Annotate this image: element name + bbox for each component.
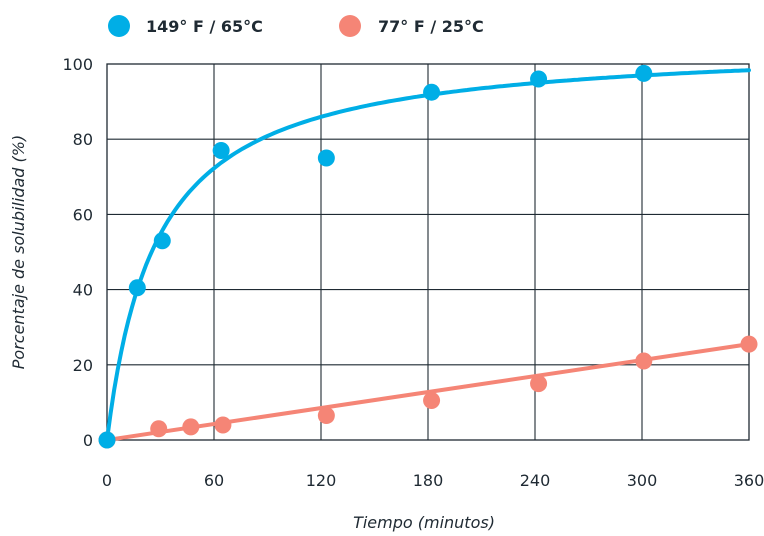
y-tick-label: 100 [62,55,93,74]
x-tick-label: 180 [413,471,444,490]
x-tick-label: 240 [520,471,551,490]
data-point-65c [530,70,548,88]
legend-item-65c: 149° F / 65°C [108,15,263,37]
x-tick-label: 300 [627,471,658,490]
data-point-25c [530,375,548,393]
data-point-65c [98,431,116,449]
x-tick-label: 60 [204,471,224,490]
legend-label-25c: 77° F / 25°C [378,17,484,36]
y-tick-label: 80 [73,130,93,149]
y-tick-label: 0 [83,431,93,450]
x-tick-label: 360 [734,471,764,490]
x-tick-labels: 0 60 120 180 240 300 360 [102,471,764,490]
data-points [98,64,758,449]
data-point-25c [635,352,653,370]
data-point-65c [635,64,653,82]
x-axis-title: Tiempo (minutos) [353,513,495,532]
grid [106,63,750,441]
x-tick-label: 120 [306,471,337,490]
y-tick-label: 60 [73,205,93,224]
y-tick-labels: 0 20 40 60 80 100 [62,55,93,450]
data-point-25c [317,407,335,425]
legend-marker-25c [339,15,361,37]
data-point-65c [153,232,171,250]
legend-label-65c: 149° F / 65°C [146,17,263,36]
legend-marker-65c [108,15,130,37]
legend-item-25c: 77° F / 25°C [339,15,484,37]
x-tick-label: 0 [102,471,112,490]
y-tick-label: 20 [73,356,93,375]
legend: 149° F / 65°C 77° F / 25°C [108,15,484,37]
data-point-25c [423,392,441,410]
data-point-65c [317,149,335,167]
data-point-65c [423,83,441,101]
data-point-65c [128,279,146,297]
y-tick-label: 40 [73,281,93,300]
data-point-65c [212,141,230,159]
y-axis-title: Porcentaje de solubilidad (%) [9,135,28,369]
data-point-25c [214,416,232,434]
data-point-25c [150,420,168,438]
data-point-25c [740,335,758,353]
data-point-25c [182,418,200,436]
